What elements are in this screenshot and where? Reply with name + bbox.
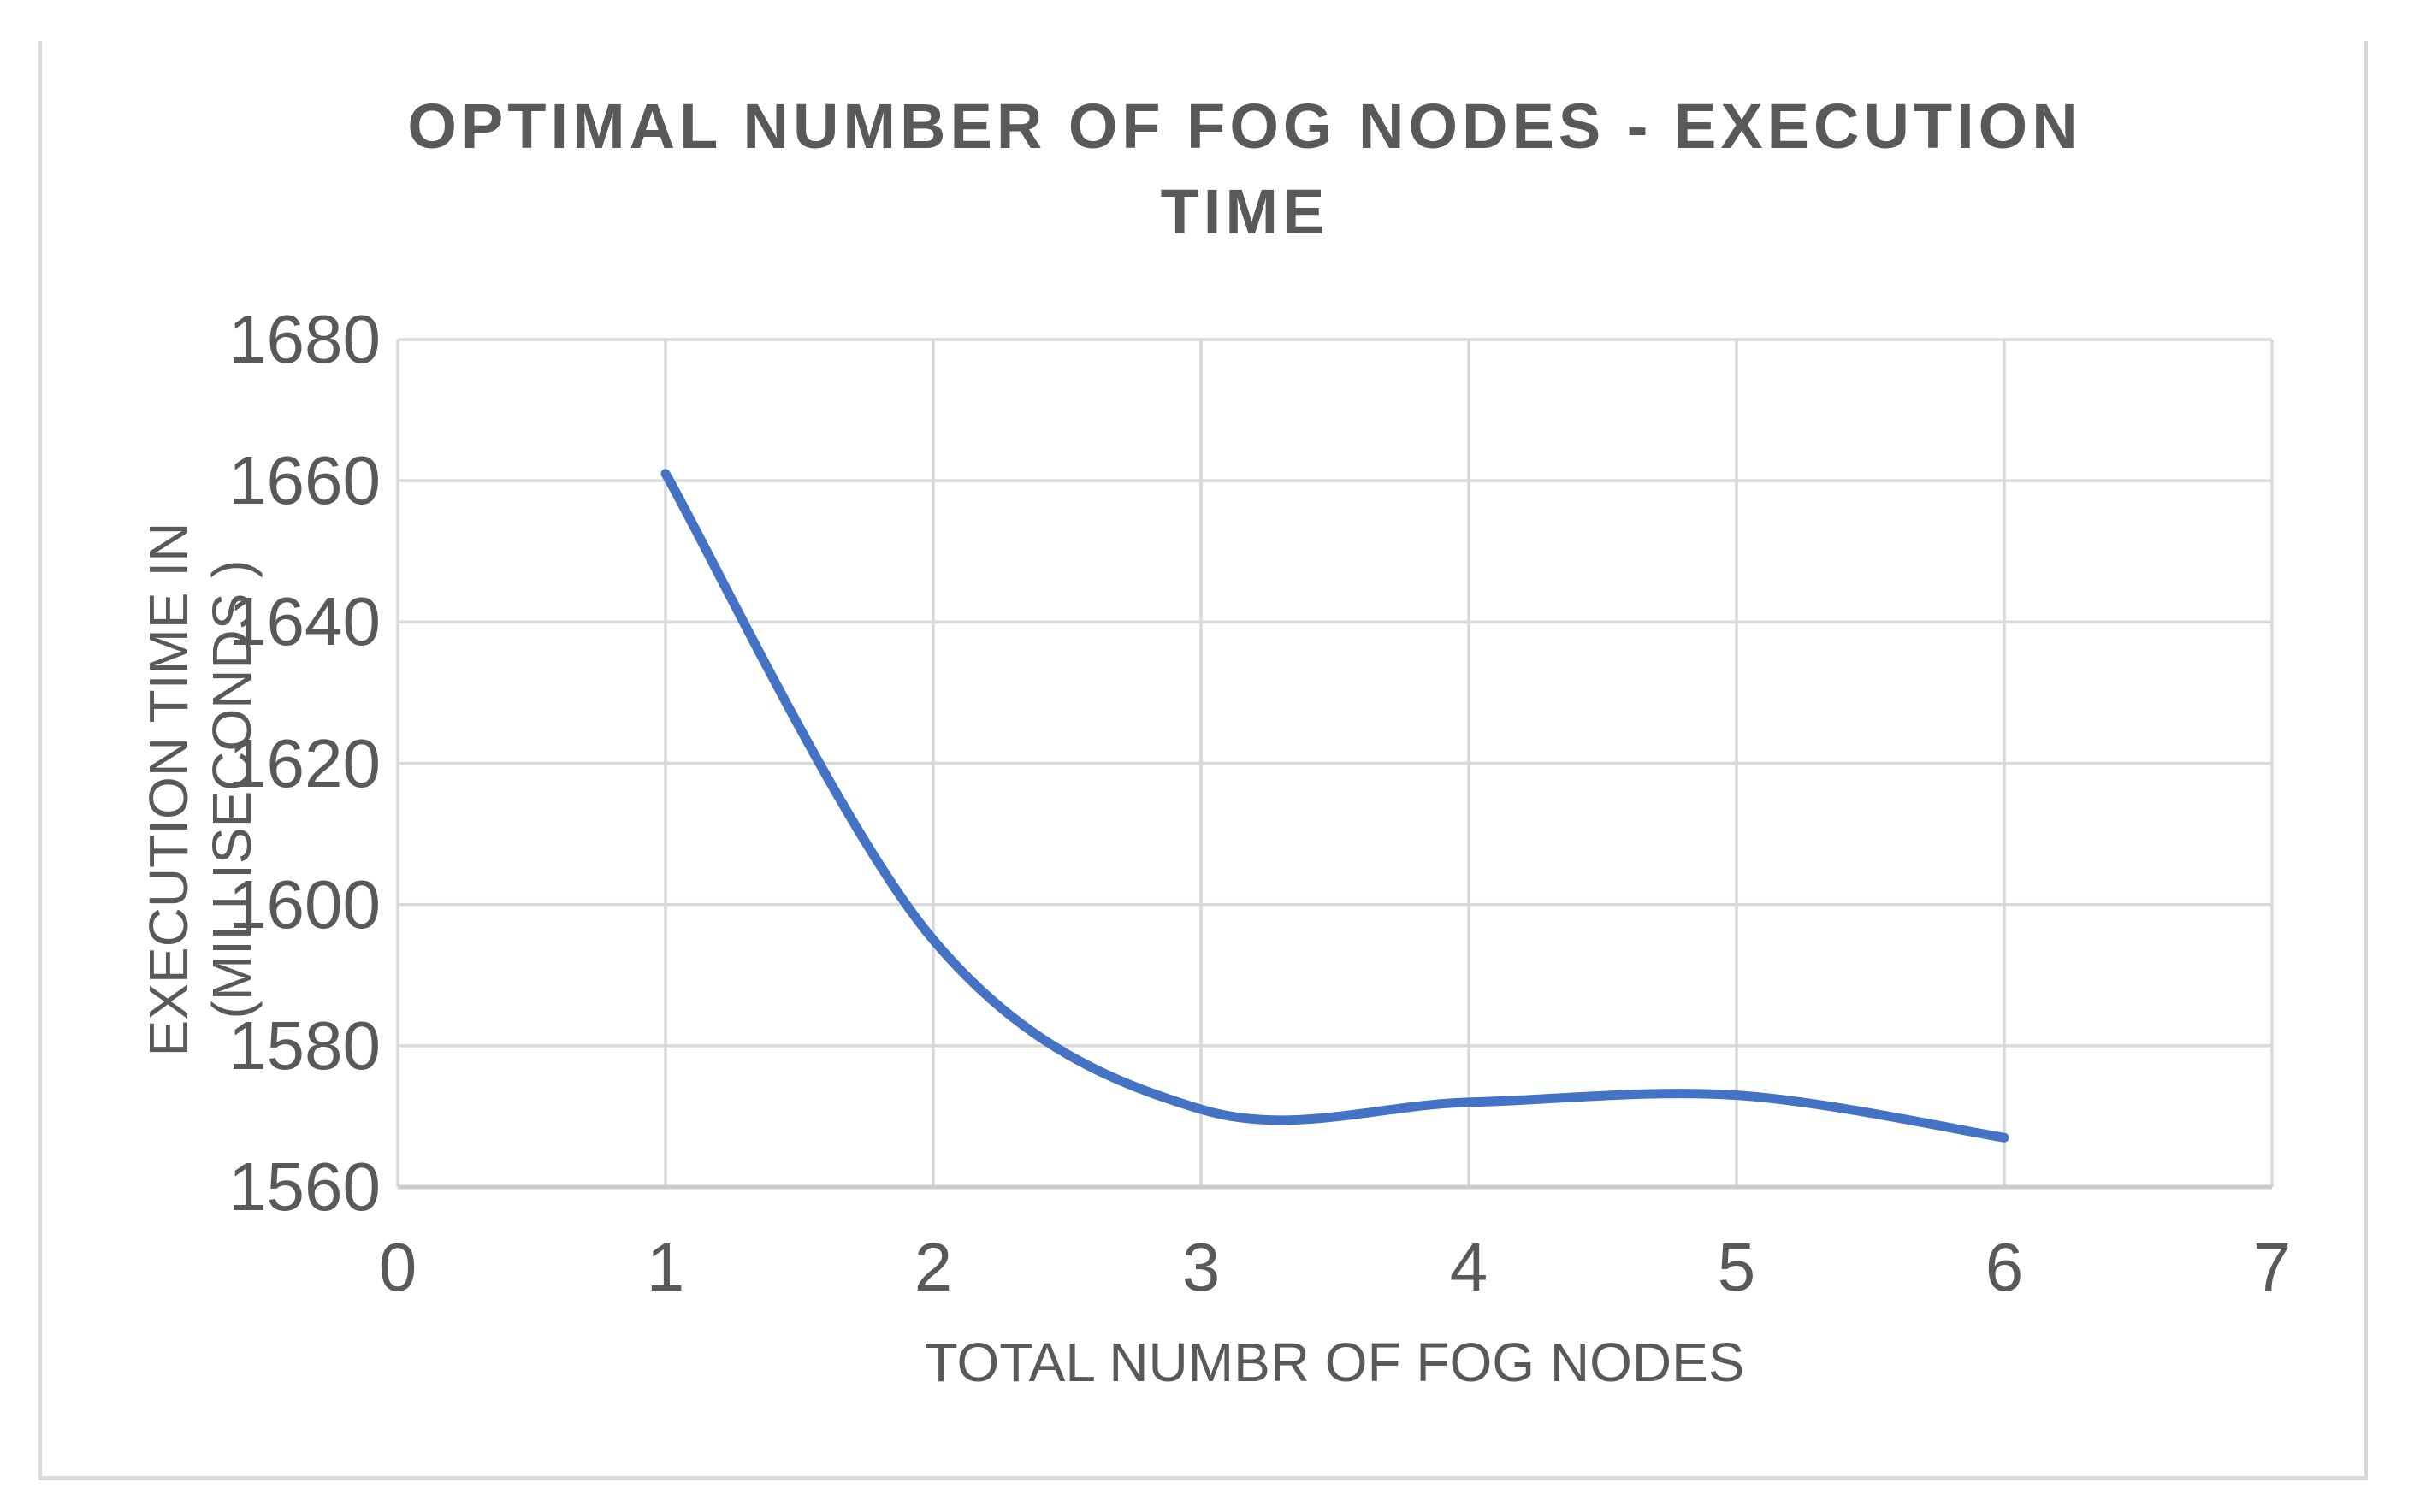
chart-frame [38, 41, 2368, 1480]
y-tick-label: 1620 [228, 724, 381, 801]
y-tick-label: 1560 [228, 1149, 381, 1225]
y-tick-label: 1640 [228, 583, 381, 660]
y-tick-label: 1660 [228, 442, 381, 519]
x-tick-label: 4 [1449, 1229, 1488, 1305]
y-axis-title: EXECUTION TIME IN (MILLISECONDS ) [138, 522, 263, 1057]
data-series-line [660, 469, 2009, 1143]
y-tick-label: 1600 [228, 865, 381, 942]
x-tick-label: 3 [1181, 1229, 1221, 1305]
y-tick-label: 1580 [228, 1007, 381, 1084]
x-tick-label: 2 [914, 1229, 953, 1305]
x-tick-label: 5 [1717, 1229, 1756, 1305]
x-axis-title: TOTAL NUMBR OF FOG NODES [924, 1332, 1745, 1393]
y-tick-label: 1680 [228, 301, 381, 377]
x-tick-label: 0 [378, 1229, 417, 1305]
x-tick-label: 7 [2252, 1229, 2292, 1305]
x-tick-label: 6 [1985, 1229, 2024, 1305]
x-tick-label: 1 [646, 1229, 685, 1305]
chart-title: OPTIMAL NUMBER OF FOG NODES - EXECUTION … [407, 91, 2082, 247]
